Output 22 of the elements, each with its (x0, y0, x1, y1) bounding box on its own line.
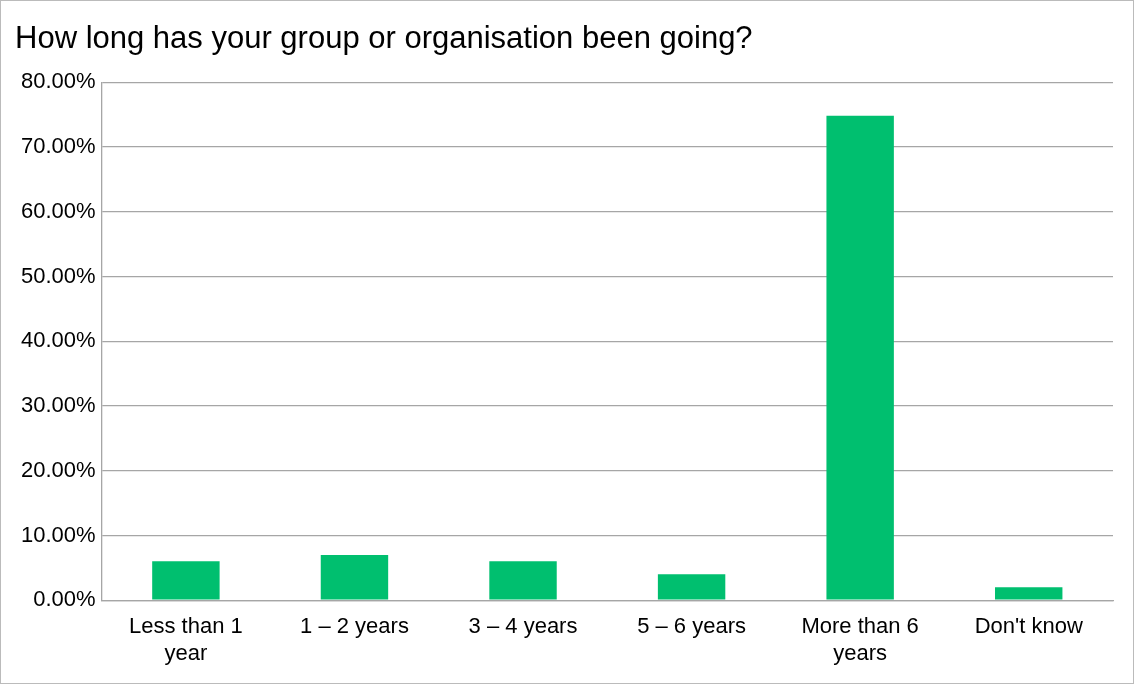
bar (320, 554, 389, 600)
y-tick-label: 50.00% (20, 262, 96, 288)
x-tick-label: 5 – 6 years (637, 613, 747, 639)
y-tick-label: 10.00% (20, 521, 96, 547)
x-tick-label: Don't know (974, 613, 1083, 639)
chart-title: How long has your group or organisation been going? (15, 20, 753, 56)
y-tick-label: 0.00% (33, 586, 96, 612)
y-tick-label: 40.00% (20, 327, 96, 353)
bar (657, 574, 726, 600)
x-tick-label: 1 – 2 years (300, 613, 409, 639)
y-tick-label: 80.00% (20, 68, 96, 94)
x-tick-label: Less than 1 year (129, 613, 243, 665)
x-tick-label: More than 6 years (801, 613, 919, 665)
y-tick-label: 20.00% (20, 456, 96, 482)
y-tick-label: 60.00% (20, 197, 96, 223)
y-tick-label: 30.00% (20, 392, 96, 418)
bar (995, 587, 1063, 600)
bar (489, 561, 557, 600)
bar (826, 115, 894, 600)
y-tick-label: 70.00% (20, 133, 96, 159)
x-tick-label: 3 – 4 years (468, 613, 578, 639)
bar (152, 561, 220, 600)
